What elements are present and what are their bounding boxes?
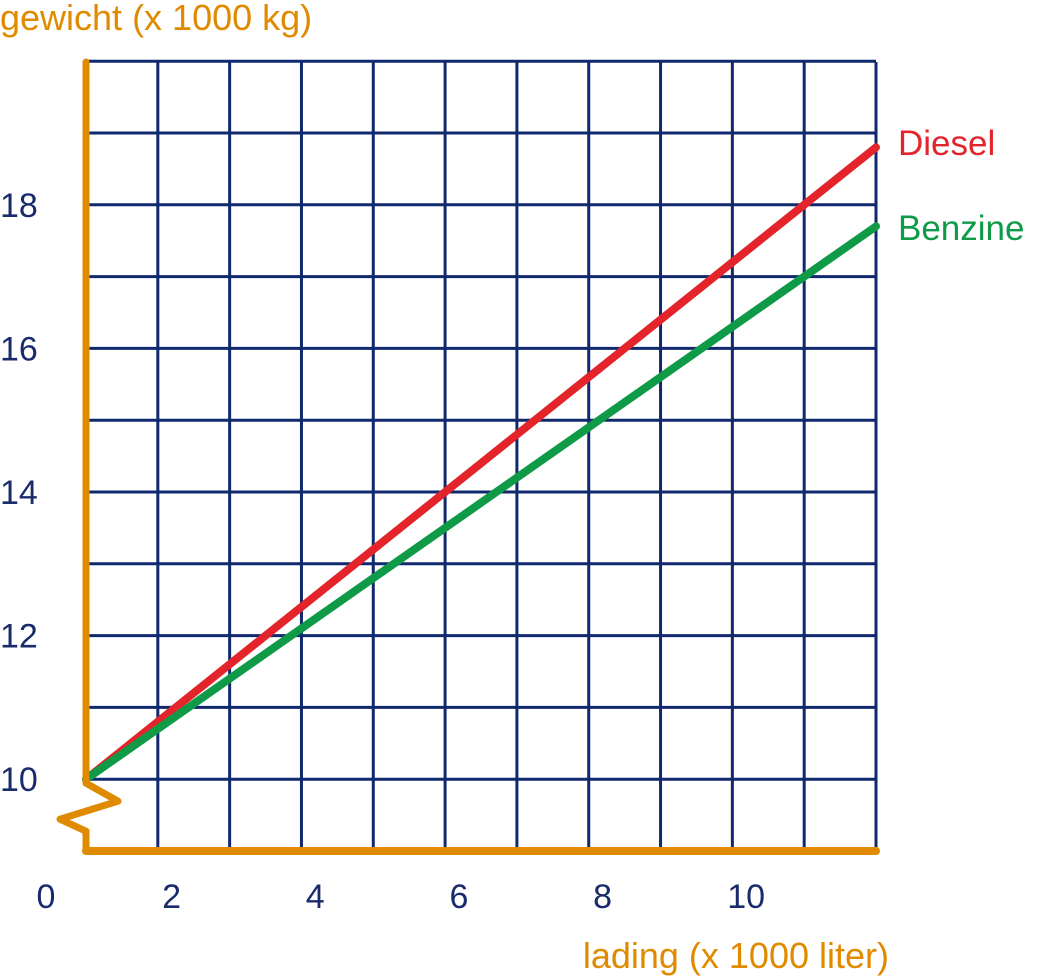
- x-tick-label: 4: [306, 878, 325, 916]
- tick-labels: 0 2 4 6 8 10 10 12 14 16 18: [0, 187, 765, 916]
- y-tick-label: 10: [0, 761, 38, 799]
- series-line-benzine: [82, 222, 880, 784]
- x-tick-label: 6: [449, 878, 468, 916]
- y-tick-label: 16: [0, 330, 38, 368]
- y-axis-line-with-break: [56, 58, 122, 855]
- y-tick-label: 18: [0, 187, 38, 225]
- y-tick-label: 14: [0, 474, 38, 512]
- x-tick-label: 2: [162, 878, 181, 916]
- x-axis-title: lading (x 1000 liter): [583, 935, 889, 976]
- series-label-diesel: Diesel: [898, 124, 995, 163]
- y-axis-title: gewicht (x 1000 kg): [0, 0, 312, 38]
- x-tick-label: 0: [37, 878, 56, 916]
- axes: [56, 58, 880, 855]
- grid: [86, 59, 878, 851]
- y-tick-label: 12: [0, 618, 38, 656]
- series-label-benzine: Benzine: [898, 209, 1024, 248]
- x-tick-label: 10: [727, 878, 765, 916]
- x-tick-label: 8: [593, 878, 612, 916]
- series-lines: [82, 143, 880, 784]
- series-line-diesel: [82, 143, 880, 784]
